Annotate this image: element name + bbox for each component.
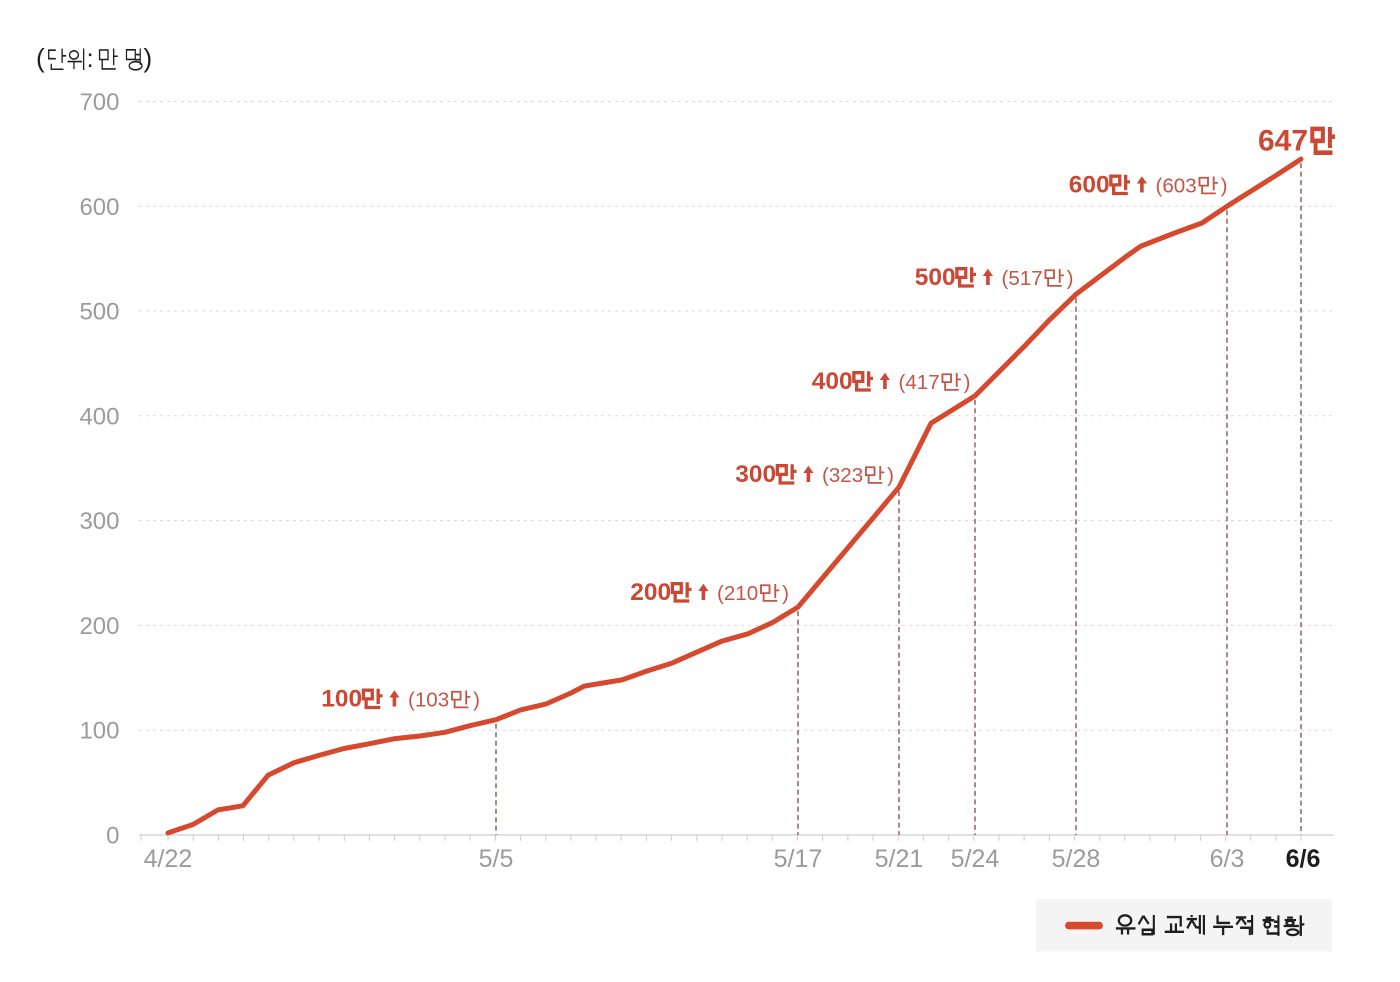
svg-text:5/21: 5/21 (875, 845, 924, 873)
svg-text:(210: (210 (717, 582, 758, 605)
svg-text:): ) (964, 371, 971, 394)
svg-text:5/5: 5/5 (479, 845, 514, 873)
svg-text:100: 100 (321, 686, 362, 713)
svg-text:(323: (323 (822, 464, 863, 487)
svg-text:(603: (603 (1156, 175, 1197, 198)
svg-text:500: 500 (79, 299, 119, 326)
svg-text:0: 0 (106, 823, 119, 850)
svg-text:): ) (782, 582, 789, 605)
svg-text:5/17: 5/17 (774, 845, 823, 873)
svg-text:647: 647 (1258, 125, 1308, 158)
svg-text:100: 100 (79, 718, 119, 745)
svg-text:(517: (517 (1002, 267, 1043, 290)
svg-text:500: 500 (915, 264, 956, 291)
svg-text:): ) (1221, 175, 1228, 198)
svg-text:(417: (417 (899, 371, 940, 394)
svg-text:6/6: 6/6 (1286, 845, 1321, 873)
svg-text:5/28: 5/28 (1052, 845, 1101, 873)
svg-text:300: 300 (79, 508, 119, 535)
svg-text:200: 200 (630, 579, 671, 606)
svg-text:): ) (473, 689, 480, 712)
svg-text:): ) (144, 43, 153, 73)
svg-text:400: 400 (812, 368, 853, 395)
svg-text:600: 600 (1069, 172, 1110, 199)
svg-text:4/22: 4/22 (144, 845, 193, 873)
svg-text:5/24: 5/24 (951, 845, 1000, 873)
svg-text:(: ( (36, 43, 45, 73)
svg-text:): ) (887, 464, 894, 487)
svg-text:(103: (103 (408, 689, 449, 712)
svg-text:200: 200 (79, 613, 119, 640)
svg-text:6/3: 6/3 (1210, 845, 1245, 873)
svg-text::: : (87, 43, 94, 73)
svg-text:): ) (1067, 267, 1074, 290)
svg-text:600: 600 (79, 194, 119, 221)
svg-text:300: 300 (735, 461, 776, 488)
svg-text:400: 400 (79, 403, 119, 430)
svg-text:700: 700 (79, 89, 119, 116)
